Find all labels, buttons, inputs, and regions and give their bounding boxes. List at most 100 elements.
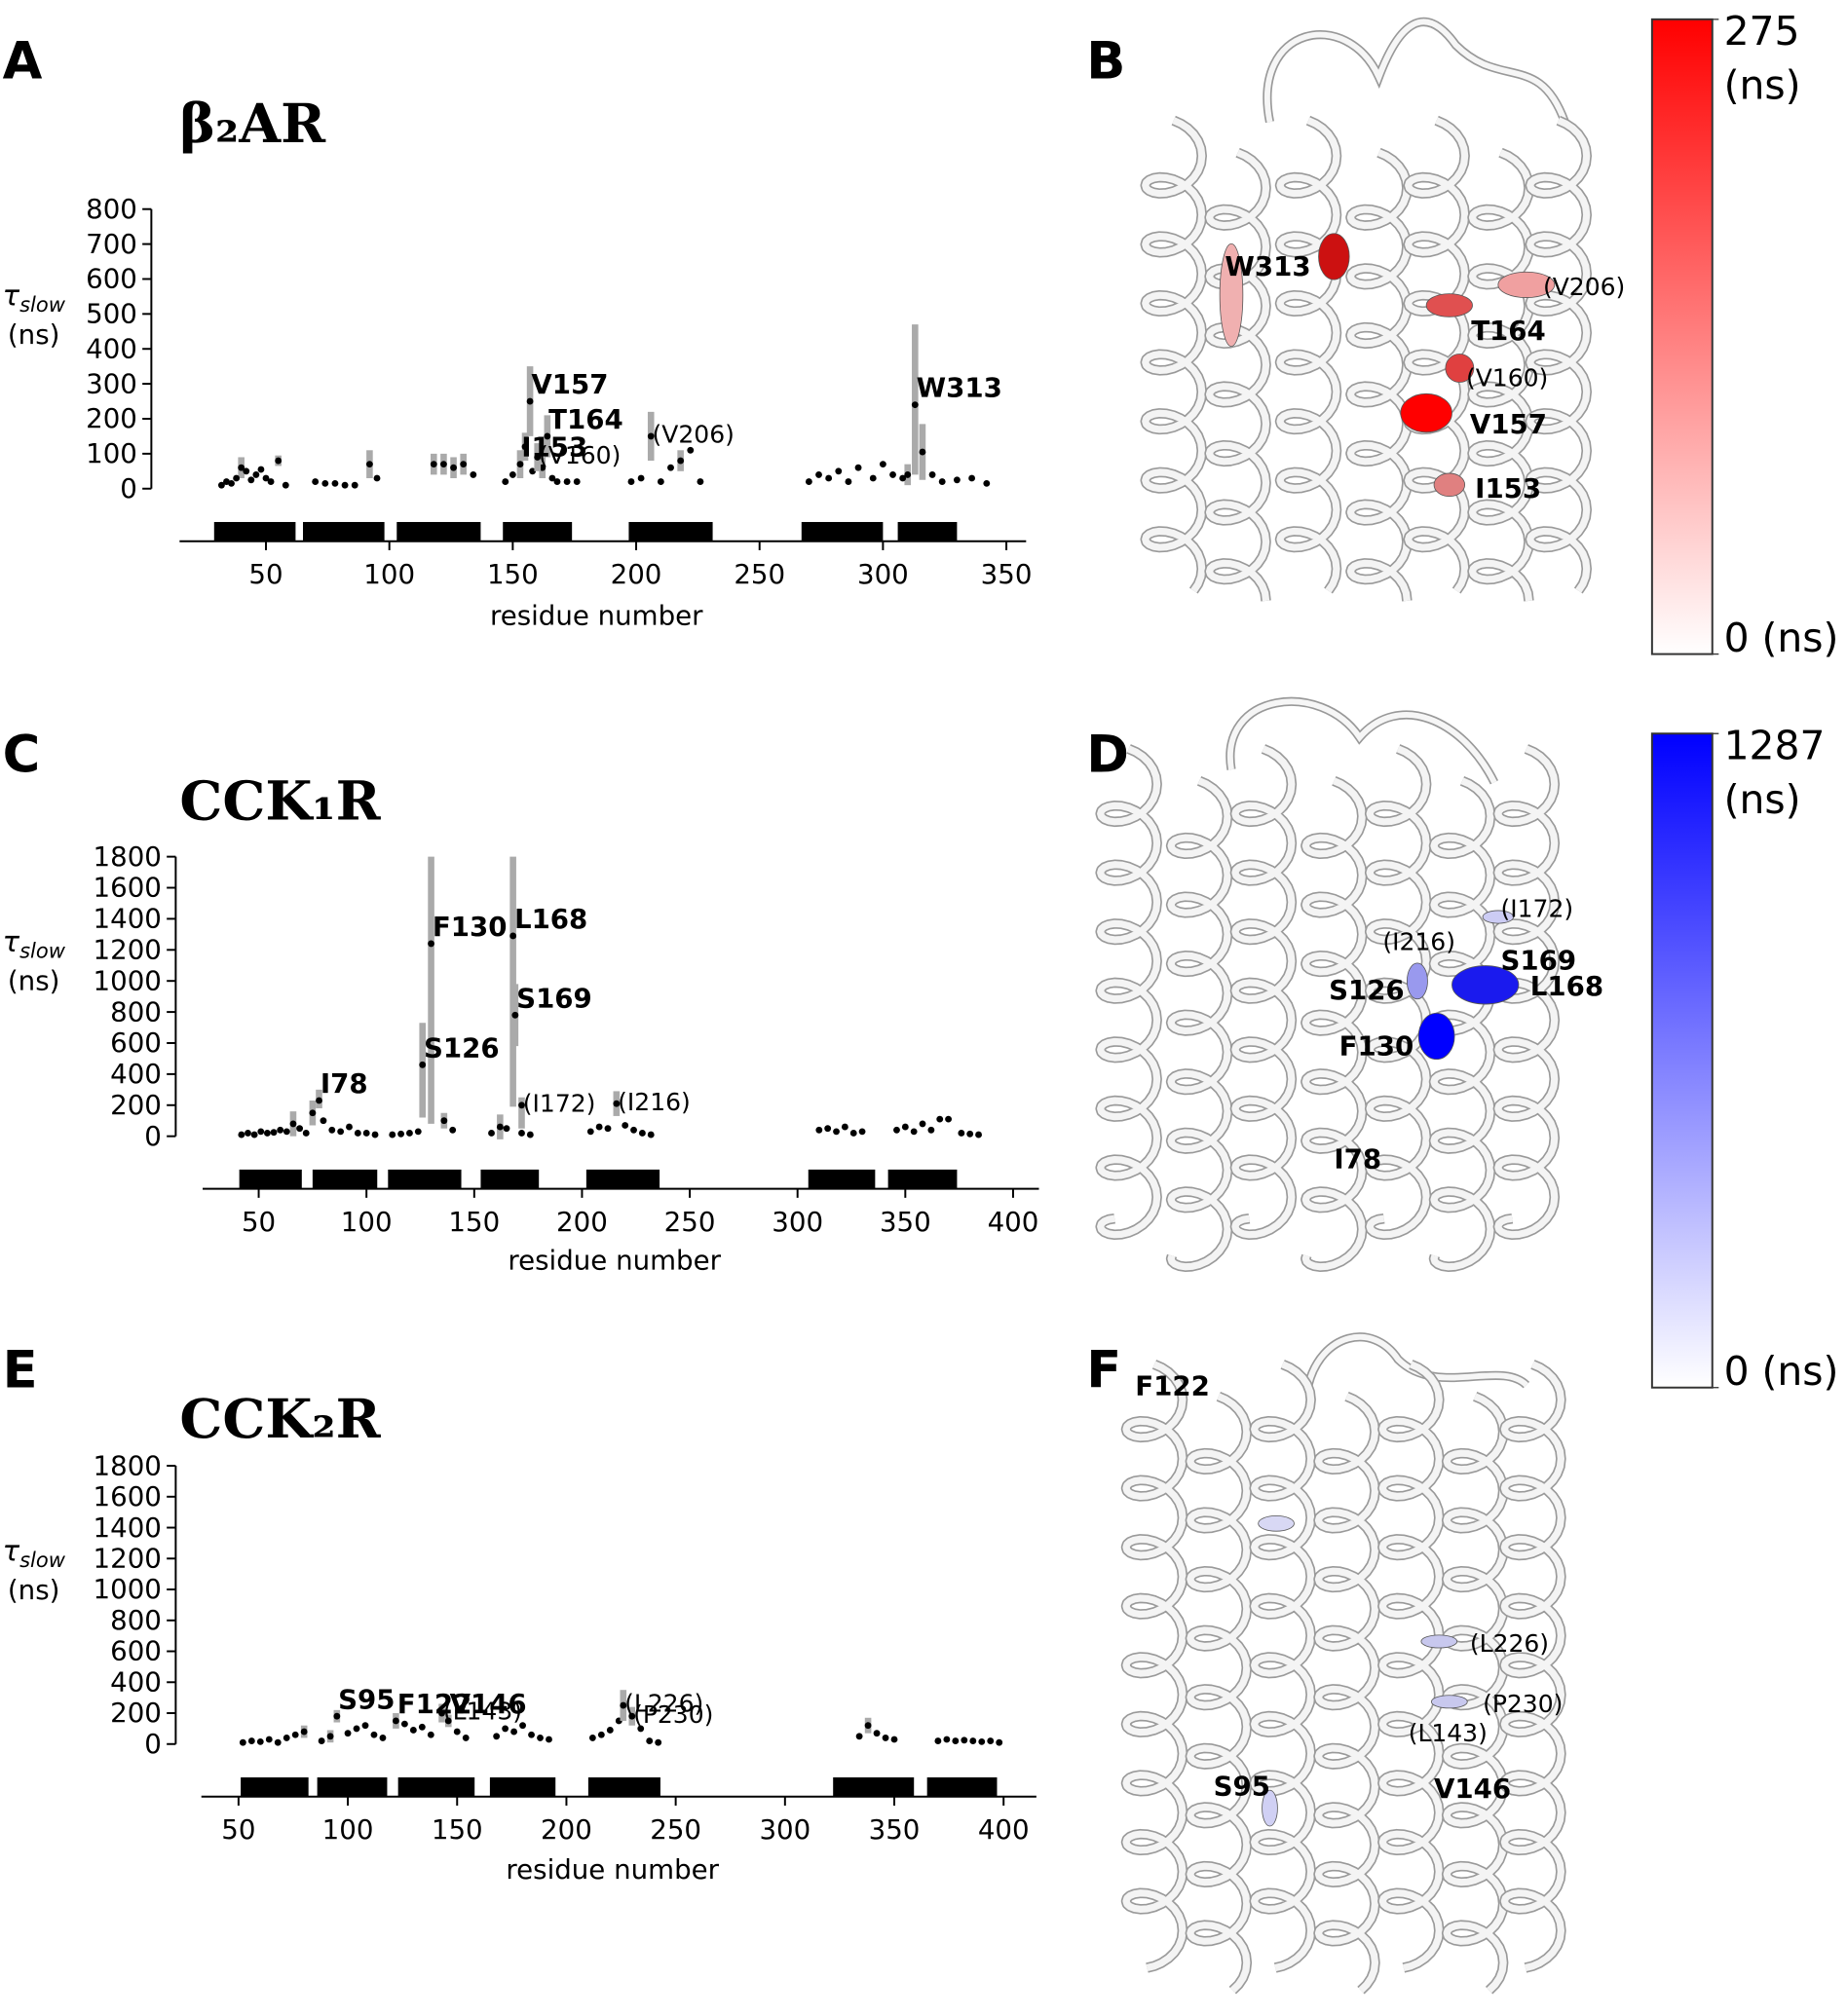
colorbar-label: 1287 bbox=[1724, 723, 1826, 769]
point bbox=[864, 1722, 872, 1730]
point bbox=[509, 470, 516, 478]
helix-bar bbox=[897, 521, 958, 541]
point bbox=[953, 476, 961, 484]
point bbox=[553, 478, 561, 485]
point bbox=[606, 1727, 614, 1734]
y-axis-label: τslow bbox=[3, 1534, 66, 1572]
point bbox=[243, 467, 250, 475]
point bbox=[521, 443, 529, 451]
y-tick-label: 600 bbox=[110, 1027, 162, 1059]
point bbox=[502, 1725, 509, 1733]
y-tick-label: 1400 bbox=[94, 1512, 162, 1544]
point bbox=[889, 470, 896, 478]
point bbox=[270, 1129, 278, 1137]
y-tick-label: 200 bbox=[110, 1089, 162, 1121]
point bbox=[470, 470, 477, 478]
point bbox=[427, 1731, 434, 1738]
point bbox=[265, 1736, 273, 1743]
point bbox=[392, 1717, 399, 1725]
helix-ribbon bbox=[1378, 1361, 1443, 1972]
point bbox=[341, 481, 349, 489]
x-axis-label: residue number bbox=[506, 1853, 719, 1885]
helix-bar bbox=[317, 1777, 388, 1797]
colorbar-label: 0 (ns) bbox=[1724, 615, 1839, 661]
highlight bbox=[1406, 962, 1428, 1000]
point bbox=[622, 1122, 629, 1129]
point bbox=[344, 1730, 352, 1737]
panel-letter: E bbox=[3, 1341, 38, 1400]
helix-bar bbox=[213, 521, 296, 541]
y-tick-label: 800 bbox=[110, 995, 162, 1027]
point bbox=[263, 1130, 271, 1137]
helix-ribbon bbox=[1187, 1393, 1251, 1994]
helix-bar bbox=[396, 521, 481, 541]
x-axis-label: residue number bbox=[490, 599, 703, 631]
point bbox=[613, 1100, 621, 1107]
y-axis-label: τslow bbox=[3, 925, 66, 963]
ribbon-loop bbox=[1225, 696, 1499, 785]
point bbox=[450, 464, 457, 471]
y-axis-label-symbol: τ bbox=[3, 279, 20, 312]
point bbox=[228, 479, 235, 487]
x-tick-label: 100 bbox=[322, 1813, 374, 1846]
point bbox=[438, 1709, 445, 1717]
structure-label: S126 bbox=[1329, 974, 1405, 1006]
structure-label: (I216) bbox=[1382, 928, 1455, 956]
point bbox=[936, 1115, 944, 1123]
panel-letter: C bbox=[3, 726, 41, 785]
structure-label: (V160) bbox=[1466, 363, 1548, 392]
helix-ribbon bbox=[1120, 1360, 1188, 1973]
point bbox=[331, 479, 339, 487]
point bbox=[351, 481, 358, 489]
colorbar-label: 0 (ns) bbox=[1724, 1348, 1839, 1395]
point bbox=[282, 481, 289, 489]
point bbox=[927, 1126, 935, 1134]
chart-title: CCK₁R bbox=[179, 769, 381, 833]
x-tick-label: 250 bbox=[650, 1813, 701, 1846]
point bbox=[841, 1123, 848, 1131]
structure-label: V157 bbox=[1470, 408, 1547, 440]
point bbox=[854, 464, 862, 471]
highlight bbox=[1451, 965, 1520, 1005]
point bbox=[496, 1123, 504, 1131]
point bbox=[365, 461, 373, 468]
point bbox=[910, 1128, 918, 1136]
point bbox=[389, 1131, 396, 1139]
point bbox=[588, 1734, 596, 1741]
helix-ribbon bbox=[1276, 117, 1340, 593]
point bbox=[934, 1737, 942, 1745]
point bbox=[302, 1130, 310, 1137]
point-label: T164 bbox=[548, 403, 623, 435]
point bbox=[453, 1728, 461, 1736]
point-label: (L143) bbox=[443, 1698, 522, 1726]
point bbox=[901, 1123, 909, 1131]
point bbox=[563, 478, 571, 485]
panel-letter: F bbox=[1086, 1341, 1121, 1400]
point bbox=[274, 1738, 282, 1746]
point bbox=[845, 478, 852, 485]
point bbox=[544, 432, 551, 440]
point bbox=[239, 1738, 246, 1746]
x-tick-label: 400 bbox=[978, 1813, 1030, 1846]
x-tick-label: 50 bbox=[242, 1206, 276, 1238]
point bbox=[217, 481, 225, 489]
point bbox=[300, 1728, 308, 1736]
point bbox=[952, 1737, 960, 1745]
point bbox=[528, 1731, 535, 1738]
x-tick-label: 350 bbox=[880, 1206, 931, 1238]
point-label: S126 bbox=[424, 1031, 500, 1064]
y-tick-label: 1000 bbox=[94, 964, 162, 996]
x-tick-label: 200 bbox=[556, 1206, 608, 1238]
helix-bar bbox=[312, 1169, 378, 1189]
point bbox=[277, 1126, 284, 1134]
point bbox=[428, 940, 434, 948]
point bbox=[667, 464, 674, 471]
point bbox=[815, 470, 822, 478]
point bbox=[961, 1736, 968, 1744]
point bbox=[978, 1737, 986, 1745]
y-tick-label: 400 bbox=[86, 332, 137, 364]
point bbox=[379, 1734, 387, 1741]
highlight bbox=[1258, 1515, 1295, 1532]
point bbox=[316, 1097, 322, 1104]
point bbox=[928, 470, 936, 478]
